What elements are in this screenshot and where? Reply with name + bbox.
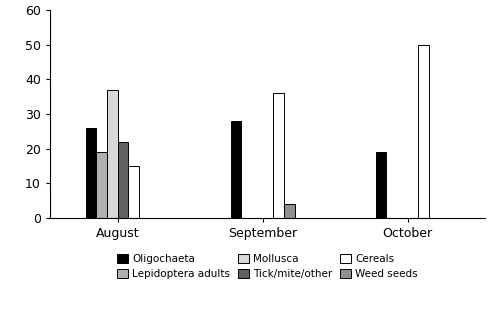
Bar (418, 45, 429, 218)
Bar (376, 152, 386, 218)
Bar (96, 152, 107, 218)
Bar (118, 142, 128, 218)
Bar (128, 166, 139, 218)
Bar (274, 93, 284, 218)
Bar (284, 204, 294, 218)
Legend: Oligochaeta, Lepidoptera adults, Mollusca, Tick/mite/other, Cereals, Weed seeds: Oligochaeta, Lepidoptera adults, Mollusc… (118, 254, 418, 280)
Bar (86, 128, 97, 218)
Bar (231, 121, 241, 218)
Bar (107, 90, 118, 218)
